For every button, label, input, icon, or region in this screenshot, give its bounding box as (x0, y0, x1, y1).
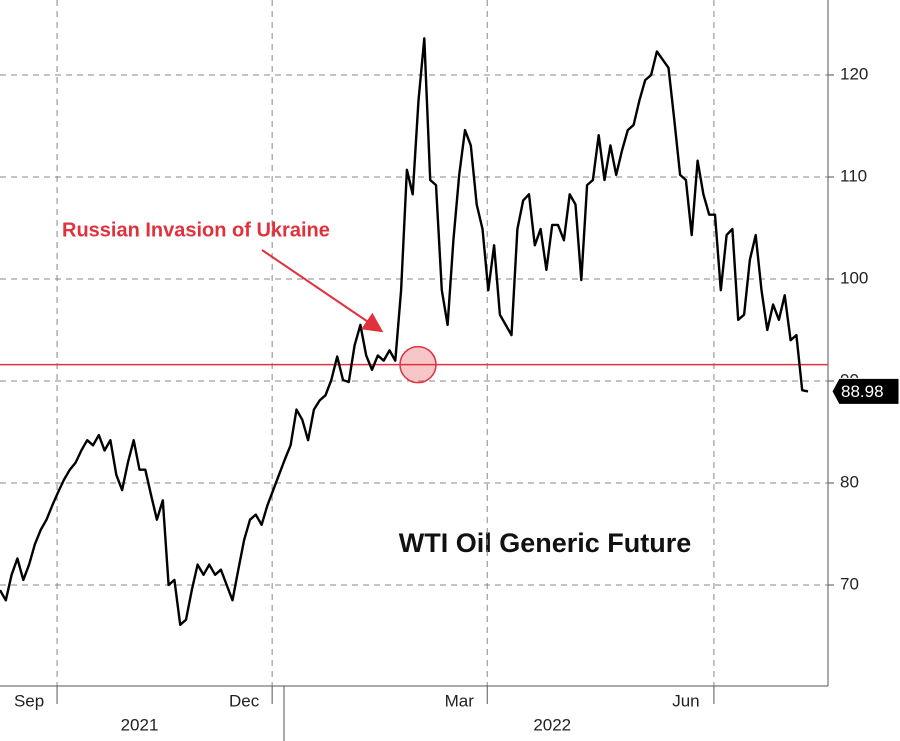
x-tick-label: Mar (445, 691, 475, 710)
x-group-label: 2022 (533, 715, 571, 734)
last-value-label: 88.98 (841, 382, 884, 401)
x-tick-label: Jun (672, 691, 699, 710)
x-tick-label: Dec (229, 691, 260, 710)
highlight-circle (399, 345, 437, 384)
line (0, 37, 809, 626)
y-tick-label: 100 (840, 268, 868, 287)
y-tick-label: 110 (840, 166, 867, 185)
x-group-label: 2021 (121, 715, 159, 734)
x-tick-label: Sep (14, 691, 44, 710)
y-tick-label: 120 (840, 64, 868, 83)
last-value-badge (831, 377, 900, 405)
y-tick-label: 80 (840, 472, 859, 491)
annotation-arrow (261, 249, 384, 333)
y-tick-label: 70 (840, 574, 859, 593)
annotation: Russian Invasion of Ukraine (62, 219, 330, 241)
chart-title: WTI Oil Generic Future (399, 528, 692, 558)
